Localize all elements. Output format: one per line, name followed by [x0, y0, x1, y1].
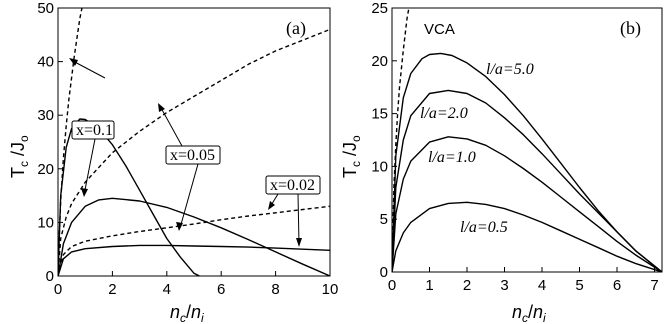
xtick-label: 0 [54, 281, 62, 298]
panel-b-ticks: 0 1 2 3 4 5 6 7 0 5 10 15 20 25 [371, 0, 658, 294]
xtick-label: 2 [108, 281, 116, 298]
ytick-label: 20 [37, 161, 54, 178]
series-line-x-0.02-dashed [58, 205, 330, 276]
ytick-label: 15 [371, 106, 388, 123]
annotation-arrow-x-0.1-dashed [69, 58, 106, 79]
xtick-label: 8 [271, 281, 279, 298]
xtick-label: 6 [613, 277, 621, 294]
xtick-label: 1 [425, 277, 433, 294]
panel-b-xlabel: nc/ni [512, 302, 546, 324]
ytick-label: 5 [380, 211, 388, 228]
ytick-label: 25 [371, 0, 388, 17]
xtick-label: 7 [650, 277, 658, 294]
panel-b-label: (b) [620, 18, 641, 39]
ytick-label: 20 [371, 53, 388, 70]
annotation-x-0.1: x=0.1 [71, 120, 115, 197]
ytick-label: 10 [37, 214, 54, 231]
ytick-label: 40 [37, 54, 54, 71]
panel-a-frame [57, 7, 331, 277]
ytick-label: 30 [37, 107, 54, 124]
panel-a-ylabel: Tc /Jo [8, 135, 31, 178]
xtick-label: 4 [163, 281, 171, 298]
series-line-l-a-2.0-solid [392, 89, 662, 272]
panel-a-label: (a) [286, 18, 306, 39]
xtick-label: 4 [538, 277, 546, 294]
label-la-2.0: l/a=2.0 [420, 105, 468, 122]
xtick-label: 6 [217, 281, 225, 298]
xtick-label: 0 [388, 277, 396, 294]
xtick-label: 2 [463, 277, 471, 294]
panel-a-xlabel: nc/ni [170, 302, 204, 324]
svg-text:x=0.05: x=0.05 [170, 147, 215, 164]
series-line-x-0.05-solid [58, 197, 330, 276]
svg-text:x=0.1: x=0.1 [76, 122, 113, 139]
ytick-label: 0 [380, 264, 388, 281]
panel-b-ylabel: Tc /Jo [340, 135, 363, 178]
annotation-x-0.02: x=0.02 [265, 175, 321, 247]
series-line-l-a-0.5-solid [392, 201, 662, 272]
xtick-label: 3 [500, 277, 508, 294]
series-line-l-a-1.0-solid [392, 136, 662, 272]
series-line-x-0.02-solid [58, 244, 330, 276]
label-la-1.0: l/a=1.0 [428, 149, 476, 166]
series-line-VCA-dashed [392, 8, 410, 272]
ytick-label: 0 [46, 268, 54, 285]
ytick-label: 10 [371, 158, 388, 175]
label-la-0.5: l/a=0.5 [460, 219, 508, 236]
panel-a: 0 2 4 6 8 10 0 10 20 30 40 50 (a) x=0.1 x=0.05 x=0.… [8, 0, 338, 324]
ytick-label: 50 [37, 0, 54, 17]
panel-b-frame [391, 7, 663, 273]
series-line-l-a-5.0-solid [392, 52, 662, 272]
panel-a-series [58, 8, 330, 276]
series-line-x-0.1-solid [58, 118, 200, 276]
series-line-x-0.05-dashed [58, 28, 330, 276]
annotation-x-0.05: x=0.05 [158, 103, 221, 231]
panel-b-series [392, 8, 662, 272]
series-line-x-0.1-dashed [58, 8, 83, 276]
xtick-label: 5 [575, 277, 583, 294]
xtick-label: 10 [322, 281, 339, 298]
svg-text:x=0.02: x=0.02 [270, 177, 315, 194]
panel-b: 0 1 2 3 4 5 6 7 0 5 10 15 20 25 (b) VCA l/a=5.0 l/a=2… [340, 0, 663, 324]
label-vca: VCA [424, 21, 455, 38]
label-la-5.0: l/a=5.0 [486, 61, 534, 78]
panel-a-ticks: 0 2 4 6 8 10 0 10 20 30 40 50 [37, 0, 338, 298]
